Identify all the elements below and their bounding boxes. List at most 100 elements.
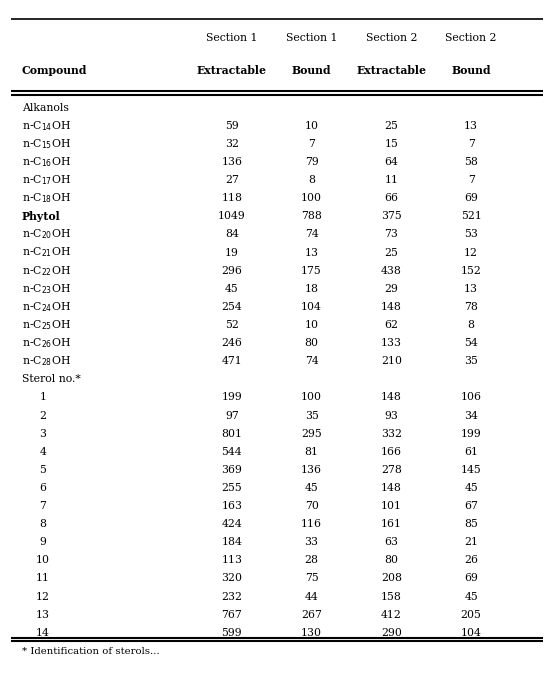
Text: 163: 163 xyxy=(221,501,242,511)
Text: 278: 278 xyxy=(381,465,402,475)
Text: 205: 205 xyxy=(461,610,481,620)
Text: 53: 53 xyxy=(464,230,478,240)
Text: 63: 63 xyxy=(384,537,398,547)
Text: 1049: 1049 xyxy=(218,211,245,221)
Text: Extractable: Extractable xyxy=(197,65,267,76)
Text: Phytol: Phytol xyxy=(22,211,60,222)
Text: 184: 184 xyxy=(222,537,242,547)
Text: Bound: Bound xyxy=(452,65,491,76)
Text: 6: 6 xyxy=(39,483,47,493)
Text: n-C$_{22}$OH: n-C$_{22}$OH xyxy=(22,264,70,277)
Text: 35: 35 xyxy=(464,356,478,367)
Text: 61: 61 xyxy=(464,447,478,457)
Text: 11: 11 xyxy=(36,574,50,583)
Text: 412: 412 xyxy=(381,610,402,620)
Text: 97: 97 xyxy=(225,410,239,421)
Text: 2: 2 xyxy=(39,410,47,421)
Text: 13: 13 xyxy=(36,610,50,620)
Text: 74: 74 xyxy=(305,230,319,240)
Text: 15: 15 xyxy=(384,139,398,149)
Text: 116: 116 xyxy=(301,519,322,529)
Text: 118: 118 xyxy=(221,193,242,203)
Text: 320: 320 xyxy=(221,574,242,583)
Text: Sterol no.*: Sterol no.* xyxy=(22,375,80,384)
Text: 296: 296 xyxy=(222,266,242,275)
Text: 59: 59 xyxy=(225,121,239,131)
Text: 8: 8 xyxy=(39,519,47,529)
Text: 58: 58 xyxy=(464,157,478,167)
Text: 64: 64 xyxy=(384,157,398,167)
Text: 7: 7 xyxy=(468,175,475,185)
Text: 67: 67 xyxy=(464,501,478,511)
Text: Compound: Compound xyxy=(22,65,87,76)
Text: 788: 788 xyxy=(301,211,322,221)
Text: 84: 84 xyxy=(225,230,239,240)
Text: 208: 208 xyxy=(381,574,402,583)
Text: 9: 9 xyxy=(39,537,47,547)
Text: n-C$_{15}$OH: n-C$_{15}$OH xyxy=(22,137,70,151)
Text: 3: 3 xyxy=(39,429,47,439)
Text: 158: 158 xyxy=(381,591,402,601)
Text: n-C$_{24}$OH: n-C$_{24}$OH xyxy=(22,300,70,314)
Text: 148: 148 xyxy=(381,483,402,493)
Text: 130: 130 xyxy=(301,628,322,638)
Text: 7: 7 xyxy=(468,139,475,149)
Text: 11: 11 xyxy=(384,175,398,185)
Text: 101: 101 xyxy=(381,501,402,511)
Text: 8: 8 xyxy=(468,320,475,330)
Text: Alkanols: Alkanols xyxy=(22,103,69,113)
Text: Section 1: Section 1 xyxy=(286,33,337,43)
Text: 78: 78 xyxy=(464,302,478,312)
Text: 10: 10 xyxy=(305,320,319,330)
Text: * Identification of sterols...: * Identification of sterols... xyxy=(22,647,160,655)
Text: 290: 290 xyxy=(381,628,402,638)
Text: Extractable: Extractable xyxy=(356,65,427,76)
Text: 161: 161 xyxy=(381,519,402,529)
Text: 471: 471 xyxy=(222,356,242,367)
Text: Section 2: Section 2 xyxy=(366,33,417,43)
Text: 26: 26 xyxy=(464,556,478,566)
Text: 599: 599 xyxy=(222,628,242,638)
Text: 5: 5 xyxy=(39,465,47,475)
Text: 104: 104 xyxy=(301,302,322,312)
Text: 104: 104 xyxy=(461,628,481,638)
Text: 45: 45 xyxy=(464,483,478,493)
Text: 14: 14 xyxy=(36,628,50,638)
Text: 100: 100 xyxy=(301,193,322,203)
Text: 75: 75 xyxy=(305,574,319,583)
Text: 145: 145 xyxy=(461,465,481,475)
Text: 332: 332 xyxy=(381,429,402,439)
Text: 85: 85 xyxy=(464,519,478,529)
Text: n-C$_{26}$OH: n-C$_{26}$OH xyxy=(22,336,70,350)
Text: n-C$_{25}$OH: n-C$_{25}$OH xyxy=(22,318,70,332)
Text: 27: 27 xyxy=(225,175,239,185)
Text: 210: 210 xyxy=(381,356,402,367)
Text: 45: 45 xyxy=(305,483,319,493)
Text: 32: 32 xyxy=(225,139,239,149)
Text: 232: 232 xyxy=(221,591,242,601)
Text: 544: 544 xyxy=(222,447,242,457)
Text: 29: 29 xyxy=(384,284,398,294)
Text: 152: 152 xyxy=(461,266,481,275)
Text: 70: 70 xyxy=(305,501,319,511)
Text: 12: 12 xyxy=(36,591,50,601)
Text: n-C$_{21}$OH: n-C$_{21}$OH xyxy=(22,246,70,259)
Text: 79: 79 xyxy=(305,157,319,167)
Text: 295: 295 xyxy=(301,429,322,439)
Text: 54: 54 xyxy=(464,338,478,348)
Text: 80: 80 xyxy=(384,556,398,566)
Text: n-C$_{20}$OH: n-C$_{20}$OH xyxy=(22,227,70,242)
Text: 8: 8 xyxy=(308,175,315,185)
Text: 10: 10 xyxy=(305,121,319,131)
Text: 44: 44 xyxy=(305,591,319,601)
Text: Section 1: Section 1 xyxy=(206,33,258,43)
Text: n-C$_{17}$OH: n-C$_{17}$OH xyxy=(22,173,70,187)
Text: 62: 62 xyxy=(384,320,398,330)
Text: 166: 166 xyxy=(381,447,402,457)
Text: 1: 1 xyxy=(39,392,47,402)
Text: 199: 199 xyxy=(461,429,481,439)
Text: n-C$_{14}$OH: n-C$_{14}$OH xyxy=(22,119,70,133)
Text: 80: 80 xyxy=(305,338,319,348)
Text: n-C$_{16}$OH: n-C$_{16}$OH xyxy=(22,155,70,169)
Text: 246: 246 xyxy=(222,338,242,348)
